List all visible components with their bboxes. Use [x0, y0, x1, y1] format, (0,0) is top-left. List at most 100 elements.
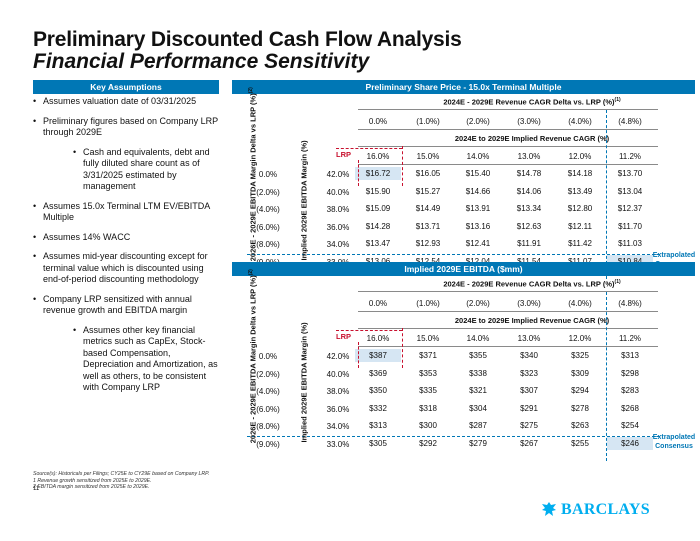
col-delta-header-text: 2024E - 2029E Revenue CAGR Delta vs. LRP… [443, 279, 615, 289]
assumption-item: Assumes 15.0x Terminal LTM EV/EBITDA Mul… [33, 201, 219, 224]
col-cagr: 14.0% [466, 334, 490, 343]
extrapolated-divider [247, 435, 660, 437]
table-cell: $15.09 [365, 204, 391, 213]
assumption-item: Cash and equivalents, debt and fully dil… [73, 147, 219, 193]
table-cell: $246 [607, 436, 653, 450]
col-delta: (3.0%) [517, 299, 541, 308]
ebitda-header: Implied 2029E EBITDA ($mm) [232, 262, 695, 276]
lrp-dash-v [358, 342, 359, 368]
col-delta: 0.0% [368, 117, 388, 126]
extrapolated-divider [247, 253, 660, 255]
lrp-dash-h [336, 330, 402, 331]
lrp-dash-h [336, 148, 402, 149]
col-cagr: 11.2% [618, 152, 642, 161]
row-delta-label-text: 2026E - 2029E EBITDA Margin Delta vs LRP… [248, 93, 258, 262]
table-cell: $11.70 [618, 221, 642, 231]
col-delta-header: 2024E - 2029E Revenue CAGR Delta vs. LRP… [382, 279, 682, 289]
table-cell: $15.40 [465, 169, 491, 178]
row-margin: 36.0% [326, 222, 350, 232]
header-rule [358, 129, 658, 130]
lrp-dash-v [402, 146, 403, 186]
table-cell: $350 [369, 386, 387, 395]
table-cell: $12.93 [415, 239, 441, 248]
table-cell: $15.90 [365, 186, 391, 196]
row-margin: 42.0% [326, 352, 350, 361]
assumption-item: Assumes valuation date of 03/31/2025 [33, 96, 219, 108]
col-cagr: 14.0% [466, 152, 490, 161]
table-cell: $335 [419, 386, 437, 395]
table-cell: $16.05 [415, 169, 441, 178]
table-cell: $321 [469, 386, 487, 395]
row-margin: 33.0% [326, 439, 350, 449]
table-cell: $15.27 [415, 186, 441, 196]
table-cell: $11.07 [568, 256, 592, 266]
header-rule [358, 109, 658, 110]
row-margin: 40.0% [326, 369, 350, 379]
col-delta-header-text: 2024E - 2029E Revenue CAGR Delta vs. LRP… [443, 97, 615, 107]
header-rule [358, 311, 658, 312]
row-margin-label: Implied 2029E EBITDA Margin (%) [299, 140, 309, 261]
table-cell: $13.70 [617, 169, 643, 178]
col-delta: (4.0%) [568, 117, 592, 126]
row-delta-label-text: 2026E - 2029E EBITDA Margin Delta vs LRP… [248, 275, 258, 444]
row-margin-label: Implied 2029E EBITDA Margin (%) [299, 322, 309, 443]
row-delta: (8.0%) [256, 422, 280, 431]
col-delta-header: 2024E - 2029E Revenue CAGR Delta vs. LRP… [382, 97, 682, 107]
row-delta: (6.0%) [256, 222, 280, 232]
table-cell: $298 [621, 368, 639, 378]
col-cagr: 13.0% [517, 152, 541, 161]
table-cell: $309 [571, 368, 589, 378]
table-cell: $13.06 [365, 256, 391, 266]
table-cell: $14.28 [365, 221, 391, 231]
col-delta: (4.8%) [618, 299, 642, 308]
table-cell: $12.04 [465, 256, 491, 266]
table-cell: $287 [469, 421, 487, 430]
footnote-2: 2 EBITDA margin sensitized from 2025E to… [33, 484, 150, 490]
col-cagr-header: 2024E to 2029E Implied Revenue CAGR (%) [454, 316, 610, 325]
row-delta: (2.0%) [256, 369, 280, 379]
col-cagr: 12.0% [568, 152, 592, 161]
table-cell: $12.11 [568, 221, 592, 231]
page-number: 11 [33, 486, 40, 492]
row-margin: 34.0% [326, 422, 350, 431]
col-delta: (4.0%) [568, 299, 592, 308]
table-cell: $325 [571, 351, 589, 360]
row-delta: (2.0%) [256, 187, 280, 197]
table-cell: $323 [520, 368, 538, 378]
footnote-ref: (1) [614, 97, 621, 103]
table-cell: $307 [520, 386, 538, 395]
extrapolated-divider [606, 292, 607, 461]
lrp-dash-v [358, 160, 359, 186]
header-rule [358, 164, 658, 165]
extrapolated-label: Extrapolated [652, 433, 696, 441]
row-margin: 38.0% [326, 387, 350, 396]
table-cell: $13.04 [617, 186, 643, 196]
table-cell: $313 [369, 421, 387, 430]
table-cell: $14.66 [465, 186, 491, 196]
table-cell: $263 [571, 421, 589, 430]
table-cell: $332 [369, 403, 387, 413]
assumption-item: Assumes 14% WACC [33, 232, 219, 244]
header-rule [358, 146, 658, 147]
header-rule [358, 291, 658, 292]
table-cell: $11.54 [517, 256, 541, 266]
table-cell: $13.91 [465, 204, 491, 213]
barclays-logo: BARCLAYS [541, 501, 650, 519]
footnote-ref: (2) [247, 87, 254, 94]
table-cell: $14.18 [567, 169, 593, 178]
col-delta: (1.0%) [416, 117, 440, 126]
lrp-label: LRP [336, 332, 351, 341]
table-cell: $340 [520, 351, 538, 360]
assumption-item: Assumes other key financial metrics such… [73, 325, 219, 394]
col-cagr: 16.0% [366, 334, 390, 343]
table-cell: $300 [419, 421, 437, 430]
logo-text: BARCLAYS [561, 501, 650, 518]
table-cell: $353 [419, 368, 437, 378]
footnotes: Source(s): Historicals per Filings; CY25… [33, 471, 209, 491]
footnote-ref: (2) [247, 269, 254, 276]
table-cell: $279 [469, 438, 487, 448]
row-delta: (8.0%) [256, 240, 280, 249]
assumptions-list: Assumes valuation date of 03/31/2025 Prel… [33, 96, 219, 402]
table-cell: $14.06 [516, 186, 542, 196]
row-delta: (9.0%) [256, 439, 280, 449]
